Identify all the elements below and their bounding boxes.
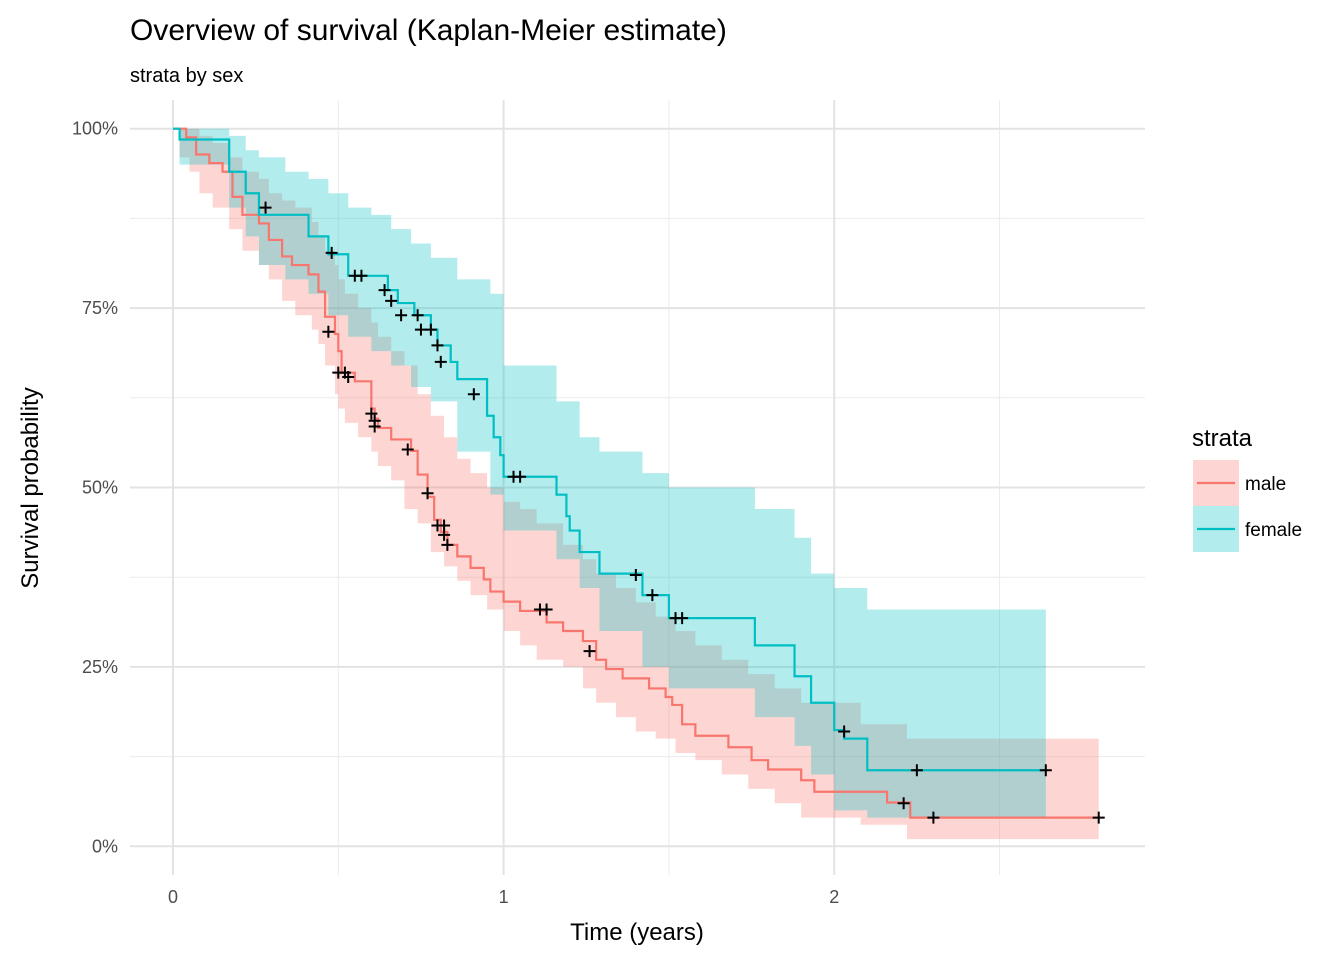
censor-mark-male <box>342 370 355 383</box>
censor-mark-female <box>411 309 424 322</box>
y-tick-label: 75% <box>82 298 118 318</box>
censor-mark-male <box>441 538 454 551</box>
confidence-band-male <box>172 128 1099 840</box>
x-axis-title: Time (years) <box>570 919 704 946</box>
y-tick-label: 25% <box>82 657 118 677</box>
axis-tick-labels: 0 1 2 0% 25% 50% 75% 100% <box>72 119 839 907</box>
censor-mark-female <box>385 294 398 307</box>
censor-mark-female <box>629 569 642 582</box>
censor-mark-male <box>583 645 596 658</box>
legend-title: strata <box>1192 425 1253 452</box>
legend-label-female: female <box>1245 520 1302 541</box>
survival-curve-female <box>172 127 1046 772</box>
censor-mark-male <box>322 325 335 338</box>
legend-label-male: male <box>1245 474 1286 495</box>
censor-mark-female <box>838 725 851 738</box>
censor-mark-male <box>401 443 414 456</box>
censor-mark-male <box>421 487 434 500</box>
y-axis-title: Survival probability <box>17 387 44 588</box>
censor-mark-male <box>368 420 381 433</box>
censor-mark-male <box>259 201 272 214</box>
censor-mark-female <box>1039 764 1052 777</box>
censor-mark-female <box>514 470 527 483</box>
censor-mark-female <box>355 269 368 282</box>
censor-mark-male <box>897 797 910 810</box>
censor-mark-female <box>467 388 480 401</box>
y-tick-label: 100% <box>72 119 118 139</box>
x-tick-label: 2 <box>829 887 839 907</box>
censor-mark-male <box>1092 811 1105 824</box>
y-tick-label: 50% <box>82 478 118 498</box>
censor-mark-female <box>378 284 391 297</box>
grid-lines <box>130 100 1145 875</box>
chart-subtitle: strata by sex <box>130 65 243 87</box>
censor-mark-female <box>431 339 444 352</box>
censor-marks <box>259 201 1105 824</box>
chart-title: Overview of survival (Kaplan-Meier estim… <box>130 14 727 47</box>
x-tick-label: 0 <box>168 887 178 907</box>
x-tick-label: 1 <box>499 887 509 907</box>
censor-mark-female <box>434 355 447 368</box>
confidence-band-female <box>172 128 1046 818</box>
censor-mark-male <box>927 811 940 824</box>
censor-mark-female <box>646 589 659 602</box>
legend: strata male female <box>1192 425 1302 552</box>
censor-mark-female <box>910 764 923 777</box>
censor-mark-male <box>438 528 451 541</box>
y-tick-label: 0% <box>92 836 118 856</box>
censor-mark-female <box>424 323 437 336</box>
censor-mark-female <box>395 309 408 322</box>
censor-mark-male <box>540 603 553 616</box>
censor-mark-male <box>365 407 378 420</box>
survival-curves <box>172 127 1099 819</box>
censor-mark-female <box>676 612 689 625</box>
survival-curve-male <box>172 127 1099 819</box>
censor-mark-female <box>325 246 338 259</box>
legend-items: male female <box>1193 460 1302 552</box>
